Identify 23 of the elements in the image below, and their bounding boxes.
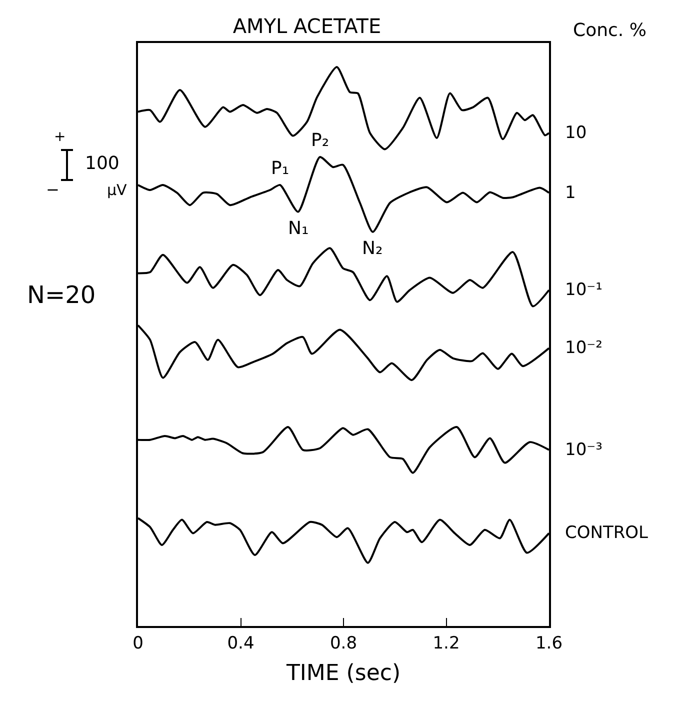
series-label: 10⁻² [565,338,602,358]
x-tick-label: 0.8 [330,633,358,654]
series-label: 10 [565,123,587,143]
series-label: CONTROL [565,523,649,543]
legend-title: Conc. % [573,20,646,41]
text: + [54,129,66,145]
annotation: N₂ [362,238,383,259]
text: N=20 [27,281,96,309]
text: 100 [85,153,120,174]
chart-title: AMYL ACETATE [232,14,382,38]
x-tick-label: 1.6 [535,633,563,654]
annotation: P₁ [271,158,290,179]
x-tick-label: 0 [132,633,144,654]
series-label: 10⁻³ [565,440,602,460]
x-axis-title: TIME (sec) [285,660,401,686]
x-tick-label: 0.4 [227,633,254,654]
annotation: N₁ [288,218,309,239]
series-label: 10⁻¹ [565,280,602,300]
annotation: P₂ [311,130,330,151]
series-label: 1 [565,183,576,203]
x-tick-label: 1.2 [432,633,460,654]
text: µV [107,181,128,199]
text: − [46,180,60,199]
